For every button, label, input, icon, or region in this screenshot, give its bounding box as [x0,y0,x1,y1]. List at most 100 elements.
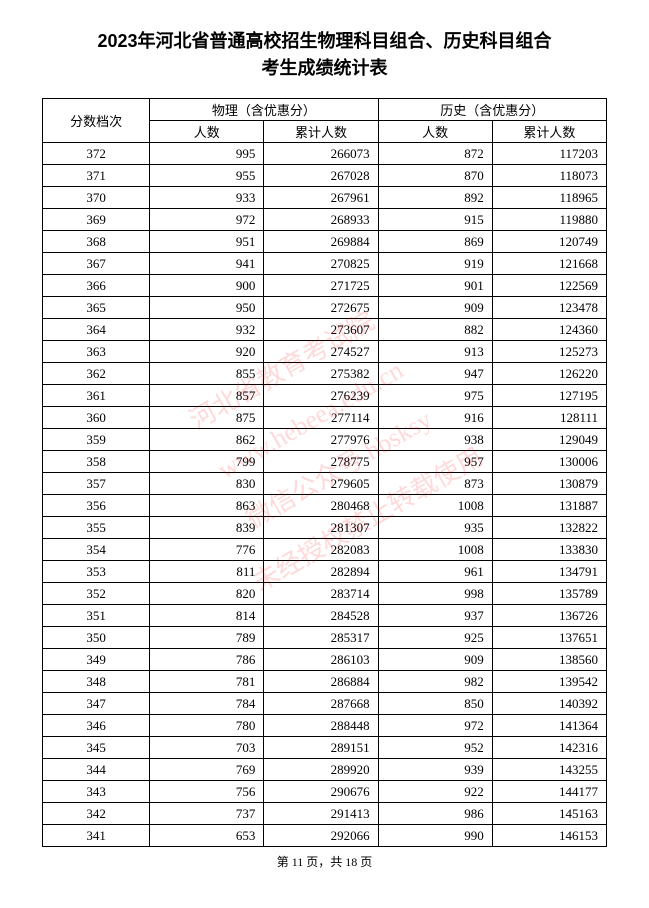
cell-score: 363 [43,341,150,363]
table-row: 371955267028870118073 [43,165,607,187]
cell-physics-cumulative: 277114 [264,407,378,429]
header-score-bracket: 分数档次 [43,99,150,143]
cell-physics-cumulative: 278775 [264,451,378,473]
table-row: 342737291413986145163 [43,803,607,825]
cell-physics-cumulative: 287668 [264,693,378,715]
cell-score: 355 [43,517,150,539]
table-row: 365950272675909123478 [43,297,607,319]
cell-history-cumulative: 137651 [492,627,606,649]
table-row: 355839281307935132822 [43,517,607,539]
cell-score: 341 [43,825,150,847]
cell-history-count: 913 [378,341,492,363]
cell-history-count: 947 [378,363,492,385]
cell-history-cumulative: 130879 [492,473,606,495]
cell-physics-count: 776 [150,539,264,561]
cell-history-cumulative: 140392 [492,693,606,715]
cell-history-cumulative: 144177 [492,781,606,803]
cell-history-count: 882 [378,319,492,341]
cell-physics-count: 863 [150,495,264,517]
cell-score: 344 [43,759,150,781]
table-header: 分数档次 物理（含优惠分） 历史（含优惠分） 人数 累计人数 人数 累计人数 [43,99,607,143]
cell-history-cumulative: 139542 [492,671,606,693]
score-statistics-table: 分数档次 物理（含优惠分） 历史（含优惠分） 人数 累计人数 人数 累计人数 3… [42,98,607,847]
table-row: 353811282894961134791 [43,561,607,583]
cell-physics-count: 781 [150,671,264,693]
cell-physics-count: 995 [150,143,264,165]
cell-physics-count: 789 [150,627,264,649]
cell-history-cumulative: 123478 [492,297,606,319]
cell-physics-cumulative: 269884 [264,231,378,253]
cell-physics-count: 769 [150,759,264,781]
table-row: 358799278775957130006 [43,451,607,473]
cell-score: 366 [43,275,150,297]
cell-history-count: 869 [378,231,492,253]
cell-physics-count: 784 [150,693,264,715]
cell-physics-cumulative: 290676 [264,781,378,803]
cell-physics-cumulative: 289151 [264,737,378,759]
cell-history-count: 982 [378,671,492,693]
cell-history-count: 870 [378,165,492,187]
cell-physics-count: 756 [150,781,264,803]
cell-physics-cumulative: 291413 [264,803,378,825]
table-row: 368951269884869120749 [43,231,607,253]
table-row: 369972268933915119880 [43,209,607,231]
cell-score: 352 [43,583,150,605]
cell-history-count: 1008 [378,495,492,517]
cell-history-count: 975 [378,385,492,407]
cell-score: 348 [43,671,150,693]
cell-physics-cumulative: 266073 [264,143,378,165]
cell-physics-count: 855 [150,363,264,385]
cell-score: 349 [43,649,150,671]
cell-history-cumulative: 135789 [492,583,606,605]
cell-score: 345 [43,737,150,759]
cell-score: 371 [43,165,150,187]
cell-score: 367 [43,253,150,275]
cell-history-count: 957 [378,451,492,473]
table-row: 341653292066990146153 [43,825,607,847]
cell-score: 346 [43,715,150,737]
table-row: 360875277114916128111 [43,407,607,429]
cell-physics-count: 780 [150,715,264,737]
cell-score: 356 [43,495,150,517]
table-row: 362855275382947126220 [43,363,607,385]
table-row: 347784287668850140392 [43,693,607,715]
page-title: 2023年河北省普通高校招生物理科目组合、历史科目组合 考生成绩统计表 [42,28,607,82]
cell-history-cumulative: 128111 [492,407,606,429]
table-row: 359862277976938129049 [43,429,607,451]
cell-history-cumulative: 146153 [492,825,606,847]
table-row: 361857276239975127195 [43,385,607,407]
table-row: 3568632804681008131887 [43,495,607,517]
cell-physics-cumulative: 286884 [264,671,378,693]
table-row: 350789285317925137651 [43,627,607,649]
cell-score: 362 [43,363,150,385]
cell-physics-count: 972 [150,209,264,231]
cell-physics-count: 862 [150,429,264,451]
table-row: 348781286884982139542 [43,671,607,693]
cell-physics-cumulative: 268933 [264,209,378,231]
cell-physics-cumulative: 279605 [264,473,378,495]
table-row: 367941270825919121668 [43,253,607,275]
cell-score: 365 [43,297,150,319]
cell-history-count: 922 [378,781,492,803]
cell-history-cumulative: 138560 [492,649,606,671]
table-row: 366900271725901122569 [43,275,607,297]
cell-score: 342 [43,803,150,825]
cell-history-cumulative: 132822 [492,517,606,539]
cell-physics-count: 857 [150,385,264,407]
cell-physics-cumulative: 280468 [264,495,378,517]
table-row: 363920274527913125273 [43,341,607,363]
cell-history-cumulative: 130006 [492,451,606,473]
cell-history-count: 952 [378,737,492,759]
cell-physics-count: 820 [150,583,264,605]
cell-physics-cumulative: 286103 [264,649,378,671]
cell-score: 358 [43,451,150,473]
table-row: 349786286103909138560 [43,649,607,671]
table-row: 364932273607882124360 [43,319,607,341]
cell-history-cumulative: 120749 [492,231,606,253]
table-row: 346780288448972141364 [43,715,607,737]
cell-physics-count: 941 [150,253,264,275]
cell-physics-cumulative: 277976 [264,429,378,451]
cell-score: 361 [43,385,150,407]
cell-history-count: 961 [378,561,492,583]
cell-physics-cumulative: 284528 [264,605,378,627]
